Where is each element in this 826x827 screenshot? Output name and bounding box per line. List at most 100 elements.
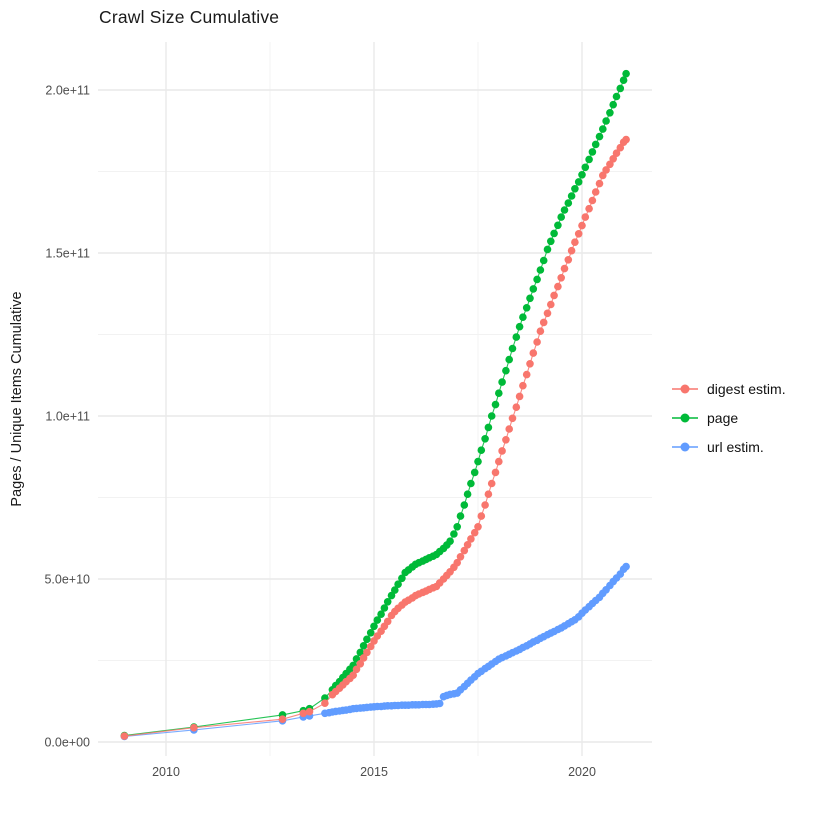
data-point-page <box>571 185 579 193</box>
data-point-page <box>619 76 628 84</box>
data-point-page <box>557 213 565 221</box>
data-point-digestestim <box>606 160 614 169</box>
data-point-page <box>456 512 465 520</box>
data-point-digestestim <box>477 512 486 520</box>
legend-label-digest: digest estim. <box>707 381 786 397</box>
data-point-page <box>481 435 489 443</box>
data-point-page <box>533 275 541 284</box>
data-point-digestestim <box>543 309 552 318</box>
x-tick-label: 2020 <box>568 765 596 779</box>
data-point-page <box>498 378 506 386</box>
data-point-page <box>373 616 382 624</box>
data-point-page <box>377 610 385 618</box>
data-point-digestestim <box>299 709 308 718</box>
legend-key-page-icon <box>672 410 698 426</box>
legend-label-url: url estim. <box>707 439 764 455</box>
data-point-digestestim <box>356 660 365 668</box>
data-point-page <box>446 537 454 545</box>
data-point-digestestim <box>120 732 129 740</box>
data-point-page <box>398 574 406 583</box>
data-point-page <box>550 229 558 238</box>
data-point-page <box>588 148 597 156</box>
data-point-page <box>453 523 462 531</box>
data-point-page <box>394 580 402 588</box>
y-tick-label: 0.0e+00 <box>44 736 90 750</box>
data-point-digestestim <box>519 381 527 390</box>
data-point-digestestim <box>609 155 617 163</box>
legend-key-digest-icon <box>672 381 698 397</box>
data-point-page <box>599 125 607 133</box>
data-point-page <box>529 285 538 293</box>
data-point-page <box>602 117 610 125</box>
data-point-digestestim <box>536 327 545 336</box>
data-point-page <box>463 490 472 499</box>
data-point-digestestim <box>467 535 475 543</box>
data-point-page <box>512 333 521 341</box>
data-point-page <box>578 171 586 179</box>
data-point-digestestim <box>588 196 597 205</box>
data-point-page <box>491 400 500 409</box>
y-tick-label: 5.0e+10 <box>44 573 90 587</box>
data-point-digestestim <box>453 558 462 567</box>
data-point-digestestim <box>470 528 479 537</box>
data-point-digestestim <box>515 392 524 401</box>
data-point-digestestim <box>522 370 531 379</box>
data-point-digestestim <box>359 654 368 662</box>
data-point-page <box>585 155 593 164</box>
data-point-digestestim <box>547 300 555 309</box>
data-point-digestestim <box>622 135 630 144</box>
data-point-page <box>595 132 604 141</box>
data-point-digestestim <box>456 553 465 561</box>
y-tick-label: 2.0e+11 <box>45 84 90 98</box>
data-point-digestestim <box>481 501 489 509</box>
data-point-digestestim <box>491 468 500 477</box>
data-point-page <box>370 622 378 631</box>
data-point-digestestim <box>508 414 517 423</box>
data-point-page <box>356 648 365 657</box>
data-point-page <box>609 100 617 109</box>
chart-title: Crawl Size Cumulative <box>99 7 280 27</box>
data-point-digestestim <box>349 671 358 679</box>
data-point-digestestim <box>505 425 513 433</box>
y-tick-label: 1.5e+11 <box>45 247 90 261</box>
data-point-page <box>383 598 392 606</box>
data-point-page <box>574 178 583 186</box>
legend-entry-url: url estim. <box>672 437 786 457</box>
data-point-digestestim <box>321 699 329 707</box>
series-line-digestestim <box>124 139 627 737</box>
data-point-page <box>484 423 493 432</box>
data-point-page <box>366 629 375 637</box>
data-point-page <box>536 266 545 274</box>
data-point-page <box>470 468 479 477</box>
data-point-page <box>321 694 329 702</box>
data-point-digestestim <box>581 213 590 221</box>
data-point-page <box>591 140 600 149</box>
data-point-page <box>560 206 569 214</box>
legend-key-url-icon <box>672 439 698 455</box>
data-point-page <box>606 109 614 117</box>
data-point-digestestim <box>278 715 287 723</box>
data-point-urlestim <box>435 699 444 708</box>
data-point-page <box>505 355 513 364</box>
data-point-page <box>380 604 389 612</box>
data-point-digestestim <box>363 648 371 657</box>
data-point-digestestim <box>616 143 625 152</box>
data-point-digestestim <box>366 642 375 651</box>
data-point-page <box>359 642 368 650</box>
data-point-page <box>495 389 503 398</box>
data-point-digestestim <box>533 338 541 346</box>
legend: digest estim. page url estim. <box>672 379 786 457</box>
data-point-digestestim <box>560 264 569 273</box>
data-point-page <box>460 501 469 509</box>
data-point-digestestim <box>498 447 506 455</box>
data-point-page <box>467 479 475 488</box>
data-point-digestestim <box>305 707 314 716</box>
data-point-digestestim <box>529 349 538 357</box>
data-point-page <box>581 163 590 172</box>
data-point-digestestim <box>502 436 510 444</box>
data-point-page <box>612 92 621 101</box>
data-point-page <box>547 237 555 246</box>
data-point-digestestim <box>612 149 621 157</box>
data-point-digestestim <box>460 546 469 555</box>
